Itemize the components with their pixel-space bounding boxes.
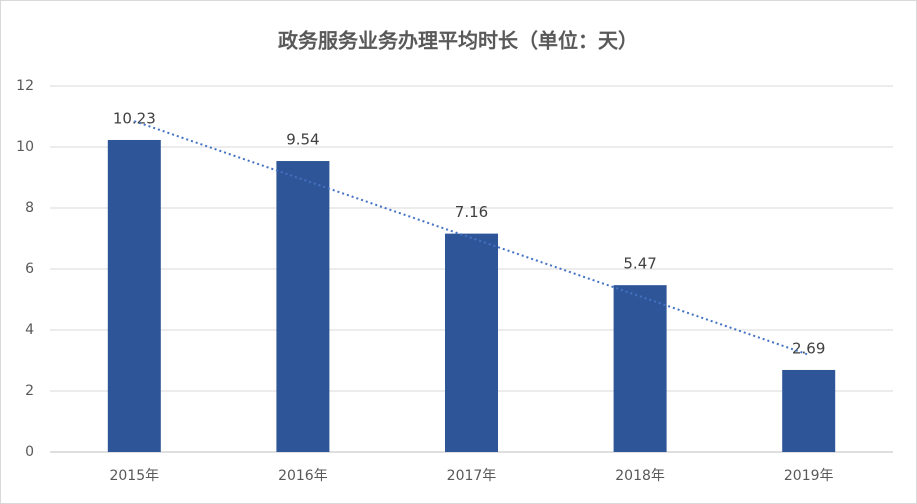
- x-tick-label: 2015年: [109, 468, 159, 484]
- y-tick-label: 4: [25, 322, 34, 338]
- y-tick-label: 6: [25, 261, 34, 277]
- x-tick-label: 2017年: [447, 468, 497, 484]
- data-label: 7.16: [455, 203, 488, 221]
- y-tick-label: 8: [25, 200, 34, 216]
- y-tick-label: 0: [25, 444, 34, 460]
- x-tick-label: 2016年: [278, 468, 328, 484]
- bar: [613, 285, 667, 452]
- x-tick-label: 2018年: [615, 468, 665, 484]
- y-tick-label: 12: [16, 78, 34, 94]
- data-label: 5.47: [623, 255, 656, 273]
- bar: [445, 233, 498, 452]
- bar: [107, 139, 161, 453]
- trendline: [133, 120, 810, 356]
- bar: [276, 161, 330, 452]
- data-label: 10.23: [113, 109, 156, 127]
- y-tick-label: 2: [25, 383, 34, 399]
- data-label: 9.54: [286, 131, 319, 149]
- data-label: 2.69: [792, 339, 825, 357]
- bar: [782, 369, 836, 452]
- y-tick-label: 10: [16, 139, 34, 155]
- chart-title: 政务服务业务办理平均时长（单位：天）: [278, 29, 638, 53]
- x-tick-label: 2019年: [784, 468, 834, 484]
